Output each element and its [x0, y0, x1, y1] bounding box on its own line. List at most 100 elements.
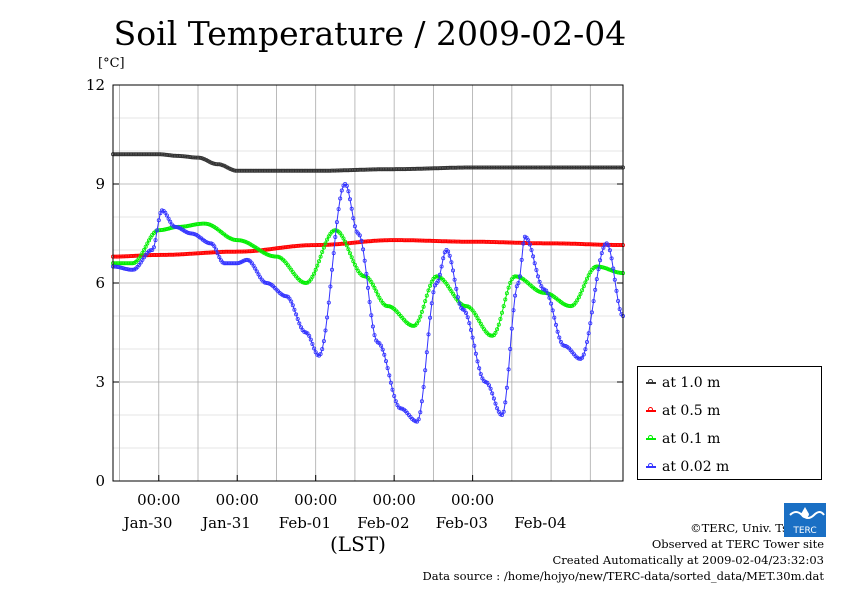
data-point	[416, 318, 421, 323]
data-point	[472, 343, 477, 348]
x-axis-label: (LST)	[330, 532, 386, 556]
y-tick-label: 12	[86, 76, 105, 94]
data-point	[537, 279, 542, 284]
data-point	[575, 298, 580, 303]
data-point	[596, 267, 601, 272]
data-point	[316, 259, 321, 264]
copyright-text: ©TERC, Univ. Tsukuba	[690, 521, 824, 535]
data-point	[616, 298, 621, 303]
data-point	[357, 233, 362, 238]
legend-swatch	[646, 435, 656, 440]
data-point	[321, 339, 326, 344]
data-point	[429, 279, 434, 284]
data-point	[529, 247, 534, 252]
data-point	[142, 247, 147, 252]
legend-label: at 0.1 m	[662, 431, 721, 447]
data-point	[475, 359, 480, 364]
data-point	[583, 347, 588, 352]
data-point	[138, 253, 143, 258]
data-point	[519, 257, 524, 262]
data-point	[155, 228, 160, 233]
data-point	[362, 258, 367, 263]
data-point	[580, 288, 585, 293]
data-point	[508, 280, 513, 285]
data-point	[339, 233, 344, 238]
data-point	[151, 245, 156, 250]
data-point	[580, 355, 585, 360]
x-tick-date-label: Feb-02	[357, 514, 409, 532]
data-point	[310, 274, 315, 279]
data-point	[339, 188, 344, 193]
data-point	[506, 367, 511, 372]
data-point	[413, 419, 418, 424]
x-tick-date-label: Feb-03	[436, 514, 488, 532]
legend-swatch	[646, 463, 656, 468]
data-point	[130, 267, 135, 272]
data-point	[457, 301, 462, 306]
data-point	[336, 207, 341, 212]
data-point	[464, 310, 469, 315]
data-point	[526, 238, 531, 243]
data-point	[289, 299, 294, 304]
data-point	[325, 315, 330, 320]
x-tick-date-label: Feb-04	[514, 514, 566, 532]
data-point	[455, 295, 460, 300]
x-tick-time-label: 00:00	[137, 491, 180, 509]
data-point	[423, 299, 428, 304]
x-tick-time-label: 00:00	[294, 491, 337, 509]
data-point	[323, 328, 328, 333]
data-point	[379, 343, 384, 348]
data-point	[606, 243, 611, 248]
data-point	[338, 196, 343, 201]
data-point	[499, 310, 504, 315]
x-axis-ticks: 00:00 00:00 00:00 00:00 00:00 Jan-30 Jan-31 Feb…	[122, 475, 566, 532]
data-point	[424, 293, 429, 298]
data-point	[303, 280, 308, 285]
data-point	[462, 308, 467, 313]
data-point	[377, 295, 382, 300]
series-at-0-5-m	[111, 238, 626, 259]
y-axis-unit: [°C]	[98, 56, 125, 71]
data-point	[307, 333, 312, 338]
data-point	[312, 346, 317, 351]
data-point	[607, 248, 612, 253]
data-point	[256, 272, 261, 277]
data-point	[549, 301, 554, 306]
data-point	[318, 351, 323, 356]
data-point	[361, 247, 366, 252]
series-at-0-02-m	[111, 181, 626, 424]
terc-logo: TERC	[784, 503, 826, 537]
data-point	[421, 304, 426, 309]
data-point	[578, 291, 583, 296]
legend-item: at 0.02 m	[646, 457, 729, 477]
y-tick-label: 6	[95, 274, 105, 292]
data-point	[333, 234, 338, 239]
data-point	[372, 333, 377, 338]
data-point	[452, 277, 457, 282]
data-point	[323, 241, 328, 246]
data-point	[441, 256, 446, 261]
data-point	[514, 284, 519, 289]
data-point	[313, 267, 318, 272]
data-point	[562, 343, 567, 348]
data-point	[392, 393, 397, 398]
data-point	[421, 384, 426, 389]
data-point	[496, 322, 501, 327]
data-point	[617, 307, 622, 312]
data-point	[508, 346, 513, 351]
data-point	[475, 316, 480, 321]
data-point	[612, 277, 617, 282]
data-point	[450, 268, 455, 273]
data-point	[426, 288, 431, 293]
data-point	[334, 220, 339, 225]
data-point	[428, 283, 433, 288]
data-point	[521, 241, 526, 246]
data-point	[588, 321, 593, 326]
x-tick-date-label: Jan-30	[122, 514, 173, 532]
data-point	[287, 296, 292, 301]
data-point	[372, 285, 377, 290]
data-point	[387, 373, 392, 378]
data-point	[325, 237, 330, 242]
data-point	[424, 350, 429, 355]
